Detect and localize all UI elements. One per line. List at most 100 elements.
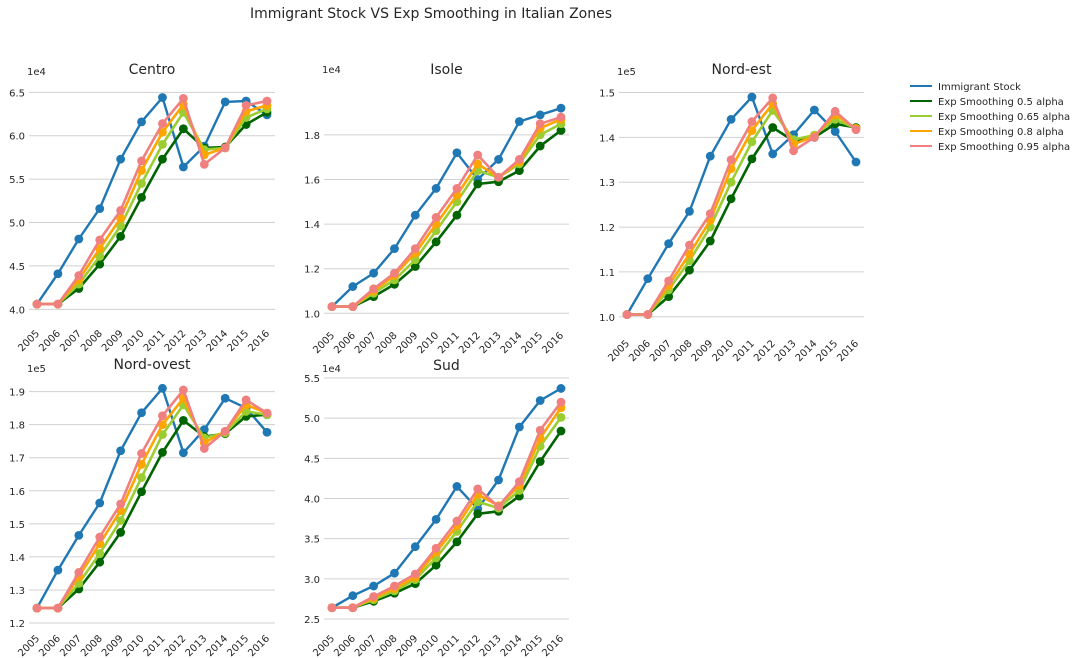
data-point xyxy=(431,560,441,570)
panel-nord-ovest: 1.2 1.3 1.4 1.5 1.6 1.7 1.8 1.9 Nord-ovest 1e5 200… xyxy=(9,357,275,658)
data-point xyxy=(158,448,167,457)
data-point xyxy=(664,239,674,249)
data-point xyxy=(452,537,462,547)
data-point xyxy=(262,96,272,106)
y-tick-label: 1.2 xyxy=(599,223,615,234)
data-point xyxy=(116,446,126,456)
data-point xyxy=(348,603,358,613)
x-tick-label: 2015 xyxy=(520,633,546,658)
data-point xyxy=(643,274,653,284)
x-tick-label: 2008 xyxy=(374,633,400,658)
x-tick-label: 2009 xyxy=(395,330,421,356)
data-point xyxy=(747,137,757,147)
x-tick-label: 2008 xyxy=(79,633,105,658)
axis-offset-label: 1e4 xyxy=(27,67,46,78)
data-point xyxy=(137,449,146,458)
y-tick-label: 1.4 xyxy=(599,133,615,144)
data-point xyxy=(747,126,757,136)
x-tick-label: 2013 xyxy=(773,338,799,364)
x-tick-label: 2010 xyxy=(415,633,441,658)
x-tick-label: 2006 xyxy=(332,633,358,658)
y-tick-label: 5.5 xyxy=(9,175,25,186)
data-point xyxy=(53,269,63,279)
data-point xyxy=(241,395,251,405)
data-point xyxy=(789,146,798,156)
x-tick-label: 2016 xyxy=(540,633,566,658)
data-point xyxy=(514,155,524,164)
x-tick-label: 2015 xyxy=(225,328,251,354)
data-point xyxy=(410,244,420,254)
axis-offset-label: 1e5 xyxy=(27,364,46,375)
data-point xyxy=(685,265,694,275)
series-line xyxy=(332,430,563,610)
series-line xyxy=(37,396,268,610)
data-point xyxy=(327,603,337,613)
x-tick-label: 2007 xyxy=(58,328,84,354)
y-tick-label: 1.5 xyxy=(599,88,615,99)
data-point xyxy=(74,271,84,280)
x-tick-label: 2012 xyxy=(457,633,483,658)
data-point xyxy=(768,123,778,132)
data-point xyxy=(327,302,337,312)
data-point xyxy=(622,310,632,319)
data-point xyxy=(199,444,209,453)
series-line xyxy=(37,388,268,610)
data-point xyxy=(556,412,566,422)
panel-sud: 2.53.03.54.04.55.05.5Sud1e42005200620072… xyxy=(304,358,569,658)
legend-label: Exp Smoothing 0.5 alpha xyxy=(938,97,1064,108)
figure-title: Immigrant Stock VS Exp Smoothing in Ital… xyxy=(250,6,612,22)
data-point xyxy=(431,514,441,524)
x-tick-label: 2007 xyxy=(353,633,379,658)
data-point xyxy=(431,543,441,553)
data-point xyxy=(116,516,126,525)
y-tick-label: 1.4 xyxy=(9,553,25,564)
data-point xyxy=(556,126,566,135)
data-point xyxy=(535,457,545,466)
series-line xyxy=(627,122,857,316)
data-point xyxy=(178,162,188,172)
y-tick-label: 1.4 xyxy=(304,220,320,231)
data-point xyxy=(116,499,126,509)
panel-title: Nord-ovest xyxy=(114,357,192,373)
data-point xyxy=(535,119,545,129)
data-point xyxy=(178,415,188,425)
x-tick-label: 2006 xyxy=(37,328,63,354)
data-point xyxy=(220,426,230,436)
x-tick-label: 2016 xyxy=(540,330,566,356)
data-point xyxy=(95,235,105,245)
series-line xyxy=(627,102,857,316)
y-tick-label: 5.0 xyxy=(9,219,25,230)
subplots: 4.04.55.05.56.06.5Centro1e42005200620072… xyxy=(9,62,864,658)
axis-offset-label: 1e4 xyxy=(322,65,341,76)
data-point xyxy=(431,237,441,247)
data-point xyxy=(220,143,230,153)
data-point xyxy=(809,132,819,142)
data-point xyxy=(158,119,167,128)
data-point xyxy=(726,194,736,204)
data-point xyxy=(53,565,63,575)
x-tick-label: 2005 xyxy=(311,633,337,658)
x-tick-label: 2011 xyxy=(142,633,168,658)
data-point xyxy=(556,112,566,122)
data-point xyxy=(116,154,126,164)
data-point xyxy=(452,210,462,220)
data-point xyxy=(452,184,462,193)
data-point xyxy=(390,581,399,591)
x-tick-label: 2012 xyxy=(752,338,778,364)
data-point xyxy=(685,206,694,216)
y-tick-label: 1.0 xyxy=(599,313,615,324)
data-point xyxy=(390,568,399,578)
panel-isole: 1.01.21.41.61.8Isole1e420052006200720082… xyxy=(304,62,569,356)
series-line xyxy=(625,95,857,316)
data-point xyxy=(514,117,524,126)
data-point xyxy=(95,532,105,542)
y-tick-label: 1.5 xyxy=(9,520,25,531)
x-tick-label: 2007 xyxy=(58,633,84,658)
data-point xyxy=(116,213,126,223)
y-tick-label: 1.8 xyxy=(9,421,25,432)
data-point xyxy=(74,531,84,540)
data-point xyxy=(95,498,105,508)
x-tick-label: 2009 xyxy=(395,633,421,658)
x-tick-label: 2012 xyxy=(457,330,483,356)
